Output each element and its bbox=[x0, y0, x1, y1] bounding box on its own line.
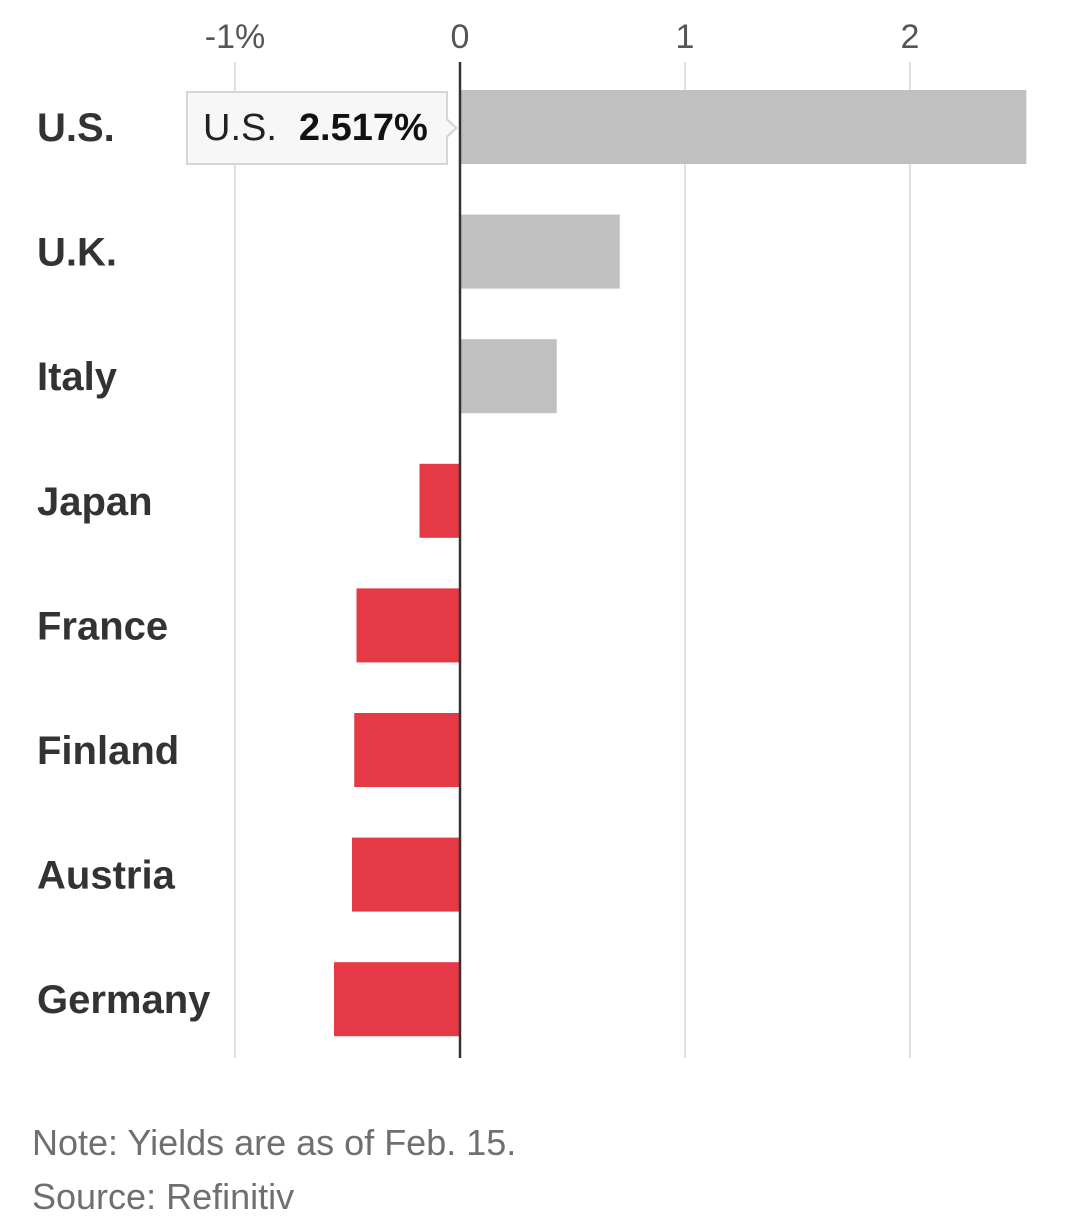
tooltip-pointer-fill bbox=[445, 119, 455, 137]
tooltip-label: U.S. bbox=[203, 106, 277, 149]
x-axis-ticks: -1% 0 1 2 bbox=[205, 18, 920, 56]
x-tick-label: -1% bbox=[205, 18, 265, 56]
bar[interactable] bbox=[419, 463, 461, 538]
category-label: Austria bbox=[37, 854, 176, 898]
bar[interactable] bbox=[460, 214, 620, 289]
bars bbox=[334, 90, 1027, 1037]
x-tick-label: 2 bbox=[901, 18, 920, 56]
note-text: Note: Yields are as of Feb. 15. bbox=[32, 1122, 517, 1163]
category-labels: U.S. U.K. Italy Japan France Finland Austria Ge… bbox=[37, 106, 211, 1022]
bar[interactable] bbox=[460, 90, 1027, 164]
x-tick-label: 0 bbox=[451, 18, 470, 56]
category-label: Japan bbox=[37, 480, 153, 524]
bar-chart: -1% 0 1 2 U.S. U.K. Italy Japan France Finland Au… bbox=[37, 18, 1027, 1058]
tooltip-value: 2.517% bbox=[298, 106, 428, 149]
gridlines bbox=[234, 62, 911, 1058]
category-label: U.S. bbox=[37, 106, 115, 150]
category-label: U.K. bbox=[37, 231, 117, 275]
x-tick-label: 1 bbox=[676, 18, 695, 56]
chart-footnote: Note: Yields are as of Feb. 15. Source: … bbox=[32, 1116, 516, 1224]
category-label: Finland bbox=[37, 729, 179, 773]
source-text: Source: Refinitiv bbox=[32, 1176, 295, 1217]
bar[interactable] bbox=[334, 962, 460, 1037]
bar[interactable] bbox=[354, 713, 460, 787]
bar[interactable] bbox=[352, 837, 460, 912]
category-label: Germany bbox=[37, 978, 211, 1022]
bar[interactable] bbox=[460, 339, 557, 414]
category-label: France bbox=[37, 604, 168, 648]
category-label: Italy bbox=[37, 355, 118, 399]
value-tooltip: U.S. 2.517% bbox=[186, 91, 448, 165]
bar[interactable] bbox=[356, 588, 461, 663]
